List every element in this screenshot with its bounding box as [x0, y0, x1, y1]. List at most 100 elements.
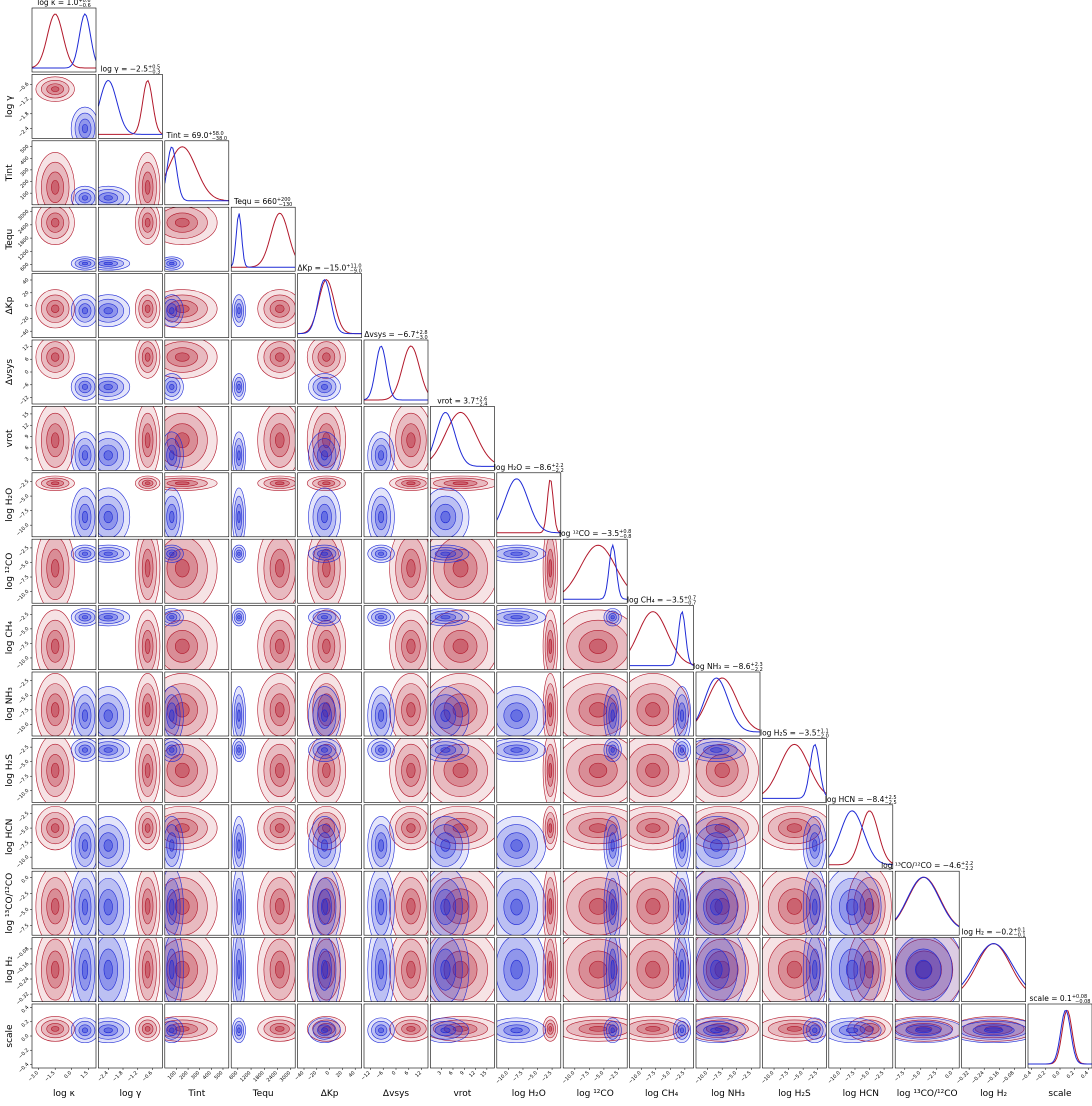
panel [98, 673, 161, 736]
y-axis-label: Tequ [5, 229, 15, 251]
density-contour [389, 1016, 428, 1042]
density-contour [40, 539, 70, 600]
density-contour [544, 743, 556, 797]
density-contour [81, 959, 89, 980]
title-plus: +2.5 [884, 795, 896, 801]
panel-frame [363, 538, 429, 604]
density-contour [610, 615, 615, 620]
panel-frame [629, 870, 694, 936]
density-contour [312, 741, 337, 759]
density-contour [275, 638, 285, 654]
panel [35, 152, 96, 205]
density-contour [677, 744, 687, 756]
density-contour [563, 738, 628, 803]
panel-frame [562, 870, 628, 936]
density-contour [496, 871, 546, 936]
density-contour [144, 638, 151, 654]
panel [98, 871, 161, 936]
panel-frame [297, 605, 362, 670]
panel-frame [297, 339, 362, 405]
density-contour [166, 548, 198, 588]
density-contour [174, 960, 190, 979]
panel [696, 677, 760, 733]
y-tick-label: 9 [24, 434, 30, 440]
density-contour [46, 83, 64, 95]
density-contour [905, 948, 942, 991]
density-contour [374, 503, 388, 531]
density-contour [677, 702, 687, 729]
density-contour [98, 1024, 119, 1037]
density-contour [675, 741, 689, 759]
density-contour [46, 212, 64, 233]
panel-frame [31, 804, 97, 870]
density-contour [546, 693, 554, 727]
panel-frame [297, 870, 362, 936]
density-contour [859, 888, 880, 925]
panel [297, 278, 362, 335]
density-contour [378, 959, 385, 980]
density-contour [164, 539, 208, 600]
density-contour [35, 207, 75, 246]
y-tick-label: 600 [19, 262, 30, 273]
title-text: log ¹³CO/¹²CO = −4.6 [881, 861, 961, 870]
density-contour [443, 630, 478, 663]
density-contour [812, 1027, 818, 1034]
density-contour [312, 1021, 337, 1040]
density-contour [320, 709, 328, 722]
density-contour [629, 743, 680, 797]
density-contour [46, 1023, 64, 1035]
panel-frame [230, 472, 296, 538]
density-contour [169, 307, 175, 315]
panel [895, 876, 960, 928]
density-contour [275, 304, 285, 313]
x-tick-label: −10.0 [760, 1070, 775, 1085]
y-tick-label: −0.32 [15, 991, 30, 1006]
density-contour [317, 1024, 332, 1037]
density-contour [74, 694, 96, 736]
density-contour [174, 481, 190, 486]
density-contour [806, 877, 824, 936]
density-contour [895, 1016, 960, 1042]
density-contour [406, 481, 416, 486]
x-tick-label: −6 [375, 1070, 384, 1079]
title-minus: −9.0 [350, 269, 362, 275]
panel [98, 340, 161, 401]
y-axis-label: scale [5, 1024, 15, 1048]
x-tick-label: −5.0 [909, 1070, 922, 1083]
density-contour [371, 877, 391, 936]
panel-title: log HCN = −8.4+2.5 −2.5 [825, 795, 897, 806]
title-text: log κ = 1.0 [37, 0, 78, 7]
density-contour [317, 479, 336, 487]
density-contour [81, 898, 89, 916]
density-contour [566, 938, 628, 1001]
density-contour [46, 754, 64, 787]
density-contour [696, 741, 738, 759]
density-contour [452, 762, 469, 778]
density-contour [235, 549, 243, 558]
title-plus: +200 [277, 197, 291, 203]
density-contour [263, 412, 296, 468]
density-contour [141, 754, 154, 787]
density-contour [812, 839, 818, 852]
density-contour [51, 352, 60, 362]
density-contour [141, 347, 154, 367]
panel [232, 871, 296, 936]
density-contour [546, 950, 554, 989]
density-contour [510, 747, 523, 753]
density-contour [778, 950, 811, 989]
density-contour [166, 303, 178, 319]
density-contour [275, 432, 285, 449]
y-axis-label: log ¹³CO/¹²CO [5, 873, 15, 934]
panel [232, 1016, 296, 1044]
density-contour [974, 1023, 1013, 1035]
density-contour [74, 937, 96, 1002]
density-contour [169, 615, 175, 620]
density-contour [78, 613, 92, 622]
histogram [32, 13, 96, 69]
density-contour [696, 805, 759, 851]
density-contour [78, 503, 92, 531]
panel-frame [98, 273, 163, 338]
x-tick-label: −10.0 [495, 1070, 510, 1085]
density-contour [263, 877, 296, 936]
panel [1028, 1009, 1092, 1065]
